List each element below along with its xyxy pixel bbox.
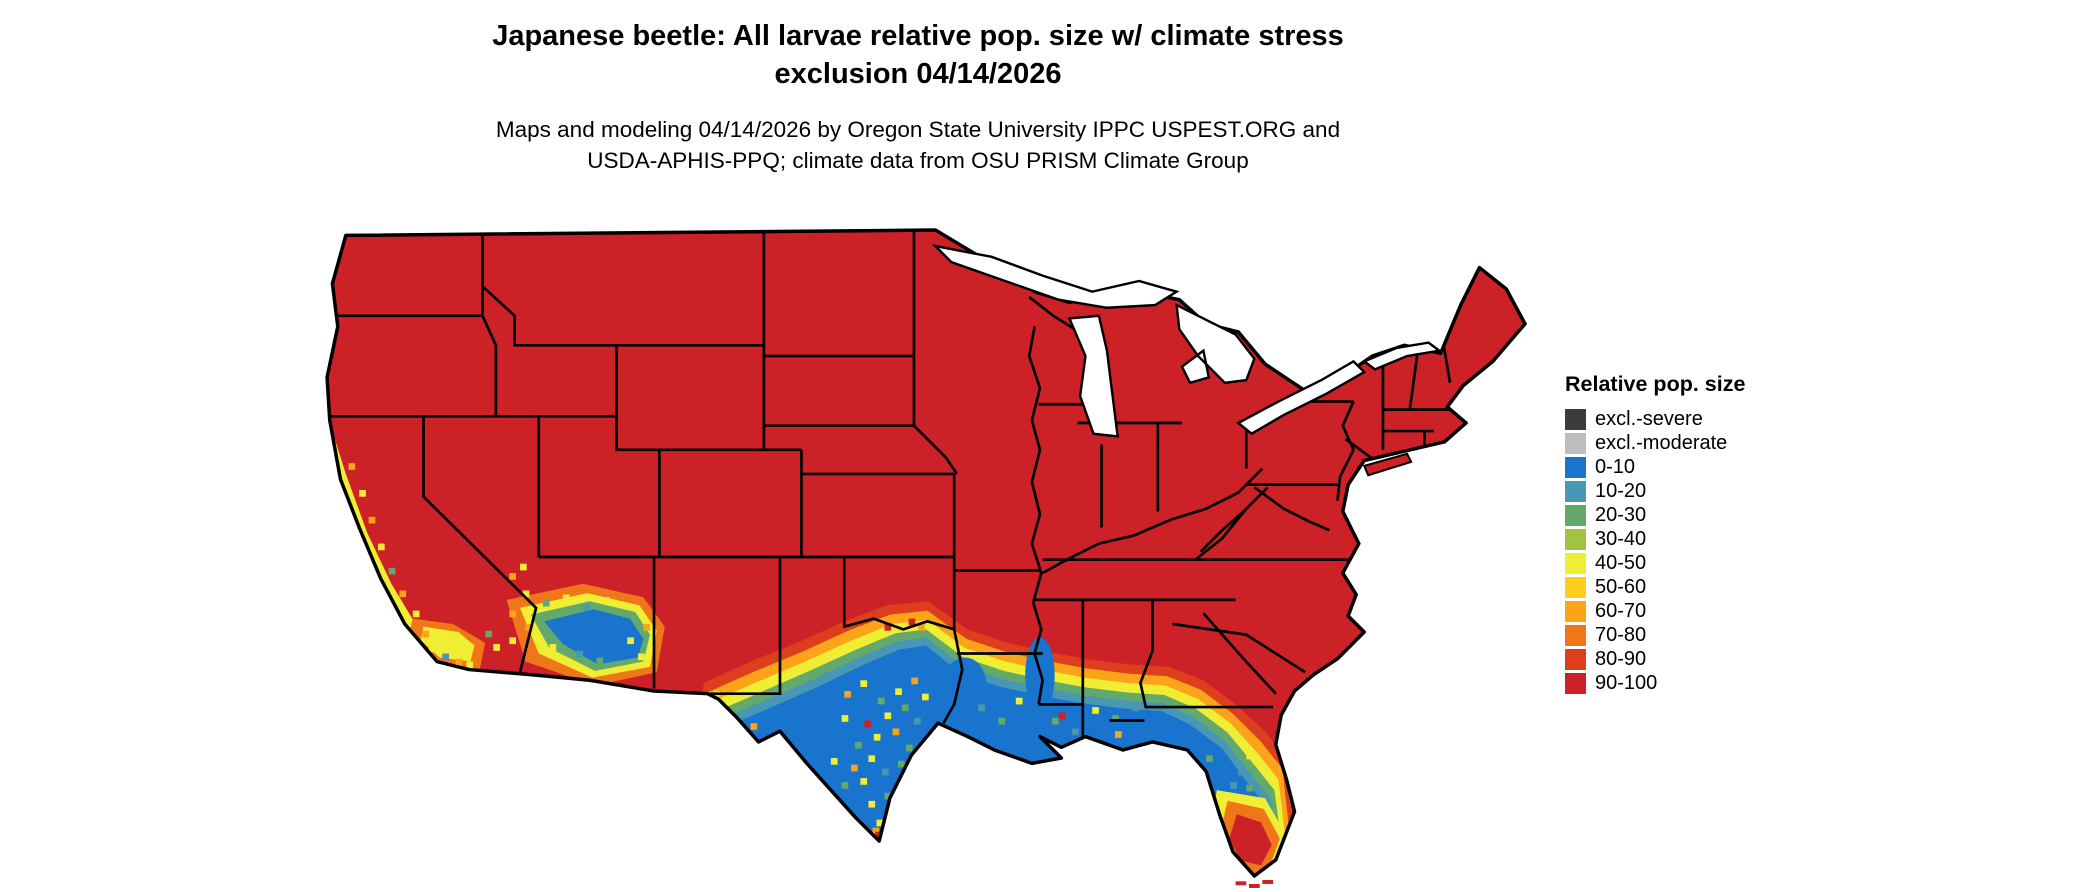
legend-swatch <box>1565 528 1586 550</box>
map-title: Japanese beetle: All larvae relative pop… <box>118 18 1718 93</box>
legend-item-label: 60-70 <box>1595 600 1647 622</box>
legend: Relative pop. size excl.-severe excl.-mod… <box>1565 372 1745 695</box>
legend-item: 50-60 <box>1565 575 1745 599</box>
legend-item: 10-20 <box>1565 479 1745 503</box>
legend-item: 90-100 <box>1565 671 1745 695</box>
legend-item: 70-80 <box>1565 623 1745 647</box>
great-lakes <box>931 244 1443 438</box>
legend-item-label: 30-40 <box>1595 528 1647 550</box>
legend-item-label: 50-60 <box>1595 576 1647 598</box>
legend-item-label: 70-80 <box>1595 624 1647 646</box>
legend-swatch <box>1565 624 1586 646</box>
legend-item-label: 90-100 <box>1595 672 1658 694</box>
legend-item-label: excl.-severe <box>1595 408 1703 430</box>
legend-item-label: 40-50 <box>1595 552 1647 574</box>
legend-item-label: 10-20 <box>1595 480 1647 502</box>
legend-item-label: excl.-moderate <box>1595 432 1728 454</box>
legend-item: 20-30 <box>1565 503 1745 527</box>
state-borders <box>327 230 1459 745</box>
legend-item: 60-70 <box>1565 599 1745 623</box>
legend-item-label: 20-30 <box>1595 504 1647 526</box>
map-title-line2: exclusion 04/14/2026 <box>774 57 1062 90</box>
legend-item-label: 80-90 <box>1595 648 1647 670</box>
legend-swatch <box>1565 552 1586 574</box>
map-subtitle: Maps and modeling 04/14/2026 by Oregon S… <box>118 115 1718 176</box>
long-island <box>1362 452 1413 477</box>
map-base <box>327 230 1526 876</box>
legend-title: Relative pop. size <box>1565 372 1746 396</box>
us-choropleth-map <box>325 228 1527 888</box>
speckle-red <box>864 618 1066 838</box>
legend-swatch <box>1565 432 1586 454</box>
legend-swatch <box>1565 672 1586 694</box>
title-block: Japanese beetle: All larvae relative pop… <box>118 18 1718 176</box>
legend-swatch <box>1565 600 1586 622</box>
legend-swatch <box>1565 480 1586 502</box>
legend-swatch <box>1565 408 1586 430</box>
legend-items: excl.-severe excl.-moderate 0-10 10-20 20-30… <box>1565 407 1745 695</box>
legend-item: 80-90 <box>1565 647 1745 671</box>
speckle-green <box>388 567 1253 800</box>
legend-swatch <box>1565 504 1586 526</box>
legend-swatch <box>1565 456 1586 478</box>
legend-item: excl.-severe <box>1565 407 1745 431</box>
legend-item: excl.-moderate <box>1565 431 1745 455</box>
legend-swatch <box>1565 576 1586 598</box>
legend-item-label: 0-10 <box>1595 456 1636 478</box>
legend-item: 40-50 <box>1565 551 1745 575</box>
map-subtitle-line2: USDA-APHIS-PPQ; climate data from OSU PR… <box>587 147 1249 173</box>
legend-item: 30-40 <box>1565 527 1745 551</box>
legend-item: 0-10 <box>1565 455 1745 479</box>
florida-keys <box>1235 879 1274 888</box>
map-title-line1: Japanese beetle: All larvae relative pop… <box>492 20 1344 52</box>
legend-swatch <box>1565 648 1586 670</box>
map-subtitle-line1: Maps and modeling 04/14/2026 by Oregon S… <box>495 117 1341 143</box>
